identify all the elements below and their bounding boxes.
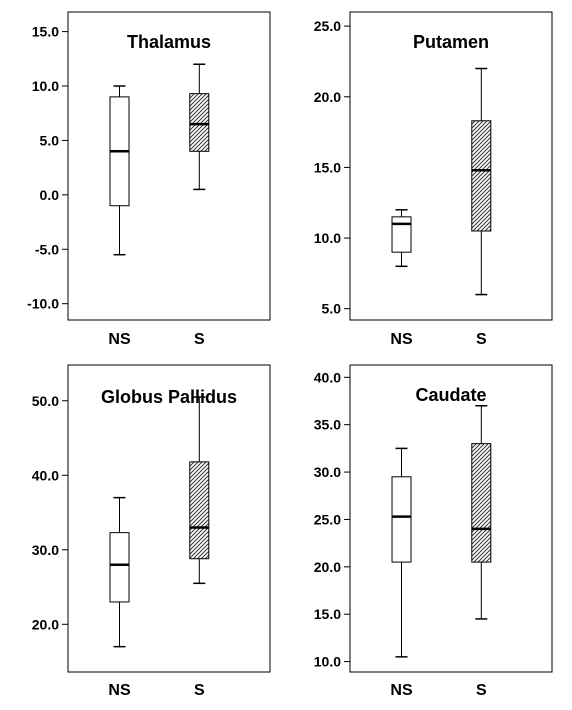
- chart-panel-thalamus: Thalamus 15.0 10.0 5.0 0.0 -5.0 -10.0 NS S: [27, 11, 271, 348]
- chart-panel-globus-pallidus: Globus Pallidus 50.0 40.0 30.0 20.0 NS S: [32, 364, 271, 699]
- y-tick-label: 15.0: [314, 606, 341, 622]
- y-tick-label: 5.0: [322, 301, 342, 317]
- y-tick-label: 35.0: [314, 417, 341, 433]
- y-tick-label: 10.0: [32, 78, 59, 94]
- y-tick-label: 40.0: [32, 467, 59, 483]
- plot-frame: [349, 364, 553, 673]
- iqr-box: [391, 476, 412, 563]
- box-s: [471, 404, 492, 620]
- y-tick-label: 30.0: [32, 542, 59, 558]
- box-ns: [391, 209, 412, 268]
- plot-frame: [67, 11, 271, 321]
- iqr-box: [189, 461, 210, 560]
- chart-panel-caudate: Caudate 40.0 35.0 30.0 25.0 20.0 15.0 10.0 NS S: [314, 364, 553, 699]
- iqr-box: [391, 216, 412, 253]
- plot-frame: [349, 11, 553, 321]
- box-s: [189, 396, 210, 585]
- panel-title: Putamen: [413, 32, 489, 52]
- category-label-s: S: [476, 331, 487, 348]
- category-label-ns: NS: [108, 682, 131, 699]
- iqr-box: [471, 120, 492, 232]
- y-tick-label: 10.0: [314, 230, 341, 246]
- iqr-box: [109, 532, 130, 603]
- y-tick-label: 10.0: [314, 654, 341, 670]
- y-tick-label: 15.0: [314, 159, 341, 175]
- category-label-s: S: [194, 682, 205, 699]
- y-tick-label: 50.0: [32, 393, 59, 409]
- category-label-ns: NS: [390, 682, 413, 699]
- y-tick-label: 0.0: [40, 187, 60, 203]
- y-tick-label: 40.0: [314, 369, 341, 385]
- category-label-s: S: [194, 331, 205, 348]
- category-label-s: S: [476, 682, 487, 699]
- y-tick-label: 20.0: [314, 89, 341, 105]
- y-tick-label: 30.0: [314, 464, 341, 480]
- y-tick-label: 20.0: [32, 616, 59, 632]
- category-label-ns: NS: [108, 331, 131, 348]
- iqr-box: [471, 443, 492, 563]
- box-s: [189, 63, 210, 191]
- y-tick-label: 15.0: [32, 24, 59, 40]
- panel-title: Caudate: [415, 385, 486, 405]
- y-tick-label: 5.0: [40, 132, 60, 148]
- panel-title: Globus Pallidus: [101, 387, 237, 407]
- panel-title: Thalamus: [127, 32, 211, 52]
- plot-frame: [67, 364, 271, 673]
- y-tick-label: 25.0: [314, 511, 341, 527]
- y-tick-label: 20.0: [314, 559, 341, 575]
- box-ns: [109, 496, 130, 648]
- y-tick-label: -10.0: [27, 296, 59, 312]
- box-ns: [391, 447, 412, 658]
- iqr-box: [189, 93, 210, 152]
- box-s: [471, 67, 492, 296]
- y-tick-label: -5.0: [35, 241, 59, 257]
- category-label-ns: NS: [390, 331, 413, 348]
- y-tick-label: 25.0: [314, 18, 341, 34]
- chart-panel-putamen: Putamen 25.0 20.0 15.0 10.0 5.0 NS S: [314, 11, 553, 348]
- box-ns: [109, 85, 130, 256]
